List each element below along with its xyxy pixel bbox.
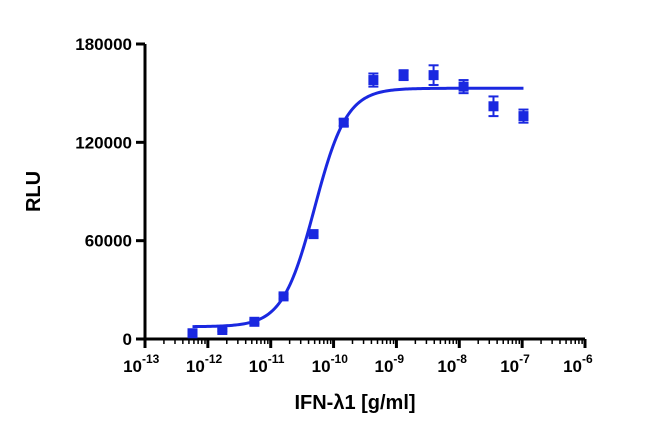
data-point: [398, 70, 409, 81]
x-tick-label: 10: [375, 357, 394, 376]
data-points-group: [187, 64, 529, 339]
y-tick-label: 120000: [75, 133, 132, 152]
x-tick-label: 10: [500, 357, 519, 376]
data-point: [488, 101, 499, 112]
data-point: [217, 324, 228, 335]
x-axis-title: IFN-λ1 [g/ml]: [294, 392, 415, 414]
y-tick-label: 180000: [75, 35, 132, 54]
data-point: [249, 316, 260, 327]
x-tick-exponent: -7: [519, 352, 530, 366]
axes: [136, 42, 587, 348]
x-tick-exponent: -10: [331, 352, 349, 366]
data-point: [338, 117, 349, 128]
y-axis-title: RLU: [23, 171, 45, 212]
data-point: [428, 70, 439, 81]
x-tick-label: 10: [123, 357, 142, 376]
x-tick-label: 10: [437, 357, 456, 376]
x-tick-exponent: -11: [268, 352, 285, 366]
data-point: [278, 291, 289, 302]
x-tick-label: 10: [563, 357, 582, 376]
y-tick-label: 0: [123, 330, 132, 349]
x-tick-label: 10: [249, 357, 268, 376]
y-tick-label: 60000: [85, 232, 132, 251]
x-tick-exponent: -13: [142, 352, 160, 366]
x-tick-exponent: -12: [205, 352, 223, 366]
data-point: [458, 81, 469, 92]
x-tick-label: 10: [186, 357, 205, 376]
data-point: [368, 75, 379, 86]
data-point: [308, 229, 319, 240]
data-point: [518, 111, 529, 122]
fit-curve: [192, 86, 524, 329]
x-tick-exponent: -9: [393, 352, 404, 366]
fit-curve-group: [192, 86, 524, 329]
x-tick-label: 10: [312, 357, 331, 376]
data-point: [187, 328, 198, 339]
x-tick-exponent: -8: [456, 352, 467, 366]
x-tick-exponent: -6: [582, 352, 593, 366]
